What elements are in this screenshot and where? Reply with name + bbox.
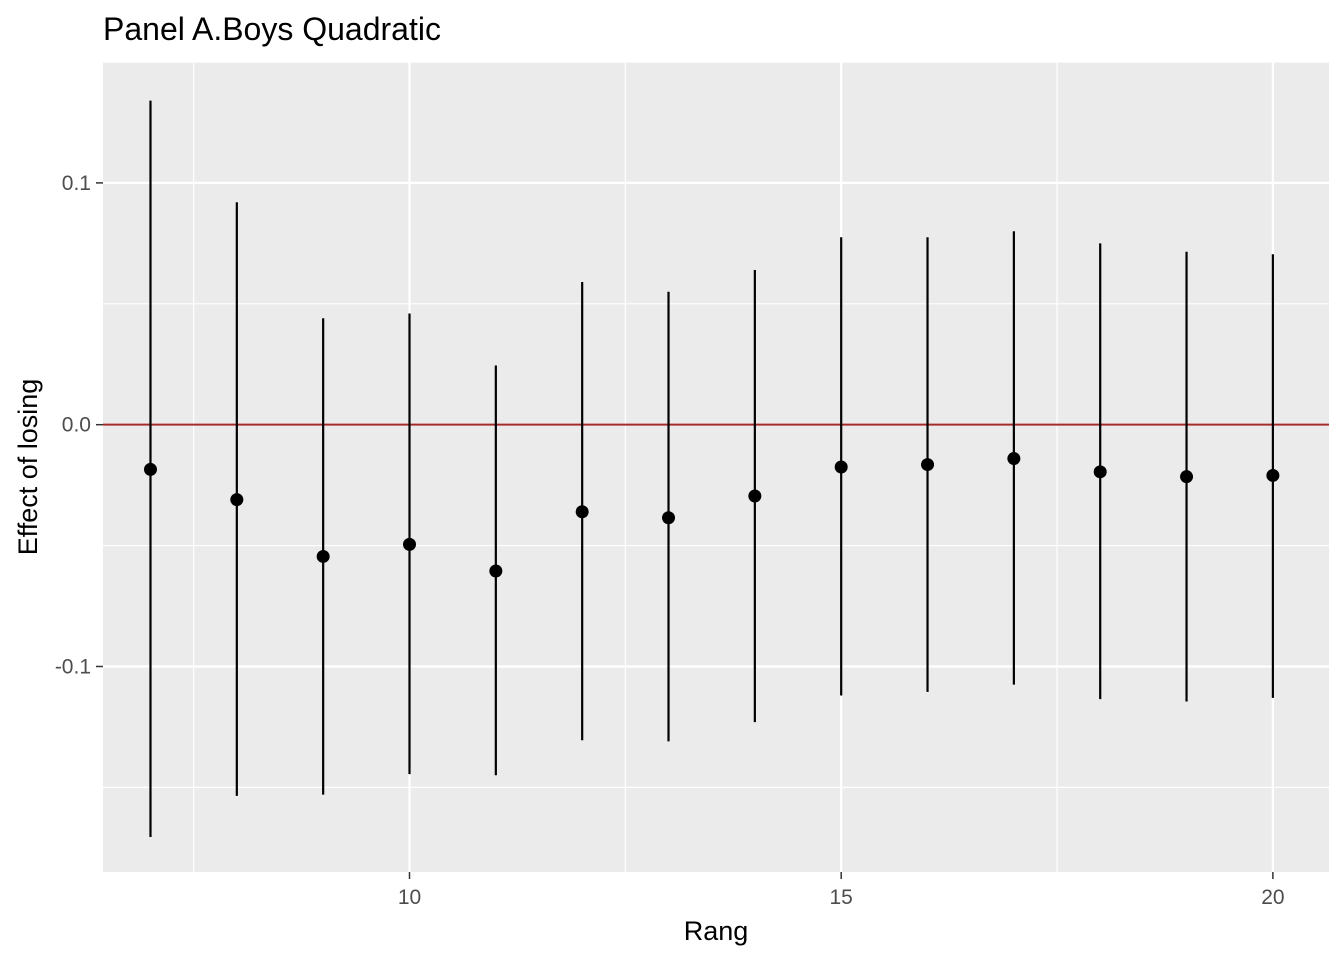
data-point bbox=[921, 458, 935, 472]
data-point bbox=[1093, 465, 1107, 479]
x-axis-title: Rang bbox=[684, 916, 749, 946]
grid-minor bbox=[103, 61, 1329, 872]
data-point bbox=[662, 511, 676, 525]
x-tick-label: 15 bbox=[830, 886, 853, 909]
data-point bbox=[316, 549, 330, 563]
data-point bbox=[489, 564, 503, 578]
x-tick-label: 20 bbox=[1261, 886, 1284, 909]
data-point bbox=[1007, 452, 1021, 466]
y-tick-label: 0.0 bbox=[62, 414, 91, 437]
point-estimates bbox=[143, 452, 1280, 578]
x-axis: 10 15 20 bbox=[398, 872, 1285, 909]
data-point bbox=[1180, 470, 1194, 484]
data-point bbox=[575, 505, 589, 519]
data-point bbox=[1266, 468, 1280, 482]
y-tick-label: -0.1 bbox=[55, 655, 91, 678]
data-point bbox=[834, 460, 848, 474]
data-point bbox=[230, 493, 244, 507]
chart-title: Panel A.Boys Quadratic bbox=[103, 11, 441, 47]
x-tick-label: 10 bbox=[398, 886, 421, 909]
plot-panel bbox=[103, 62, 1329, 872]
y-tick-label: 0.1 bbox=[62, 172, 91, 195]
data-point bbox=[748, 489, 762, 503]
y-axis: -0.1 0.0 0.1 bbox=[55, 172, 103, 678]
y-axis-title: Effect of losing bbox=[13, 379, 43, 556]
data-point bbox=[143, 462, 157, 476]
data-point bbox=[403, 537, 416, 551]
